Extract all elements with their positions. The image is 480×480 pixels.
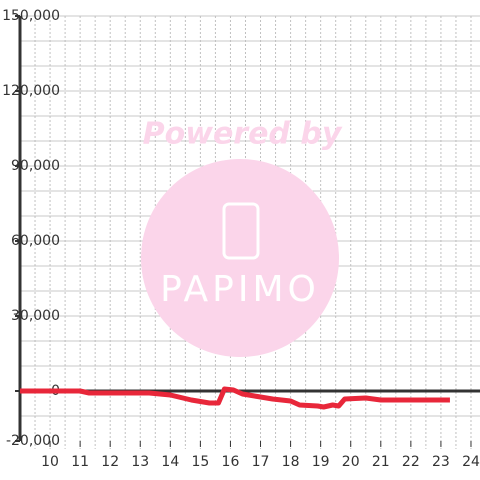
watermark-phone [222, 202, 260, 260]
watermark: Powered by PAPIMO [141, 117, 343, 357]
x-tick-label: 19 [312, 454, 330, 470]
watermark-text: Powered by [143, 117, 343, 152]
x-tick-label: 13 [131, 454, 149, 470]
x-tick-label: 12 [101, 454, 119, 470]
x-tick-label: 23 [432, 454, 450, 470]
y-tick-label: 30,000 [11, 308, 60, 324]
y-tick-label: 60,000 [11, 233, 60, 249]
x-tick-label: 14 [161, 454, 179, 470]
watermark-logo: PAPIMO [160, 269, 320, 310]
x-tick-label: 16 [222, 454, 240, 470]
x-tick-label: 21 [372, 454, 390, 470]
x-tick-label: 22 [402, 454, 420, 470]
y-tick-label: -20,000 [6, 433, 60, 449]
x-tick-label: 18 [282, 454, 300, 470]
x-tick-label: 24 [462, 454, 480, 470]
data-line [20, 386, 450, 410]
x-tick-label: 11 [71, 454, 89, 470]
x-tick-label: 10 [41, 454, 59, 470]
y-tick-label: 120,000 [2, 83, 60, 99]
x-tick-label: 20 [342, 454, 360, 470]
y-tick-label: 150,000 [2, 8, 60, 24]
x-tick-label: 15 [191, 454, 209, 470]
y-tick-label: 90,000 [11, 158, 60, 174]
x-tick-label: 17 [252, 454, 270, 470]
